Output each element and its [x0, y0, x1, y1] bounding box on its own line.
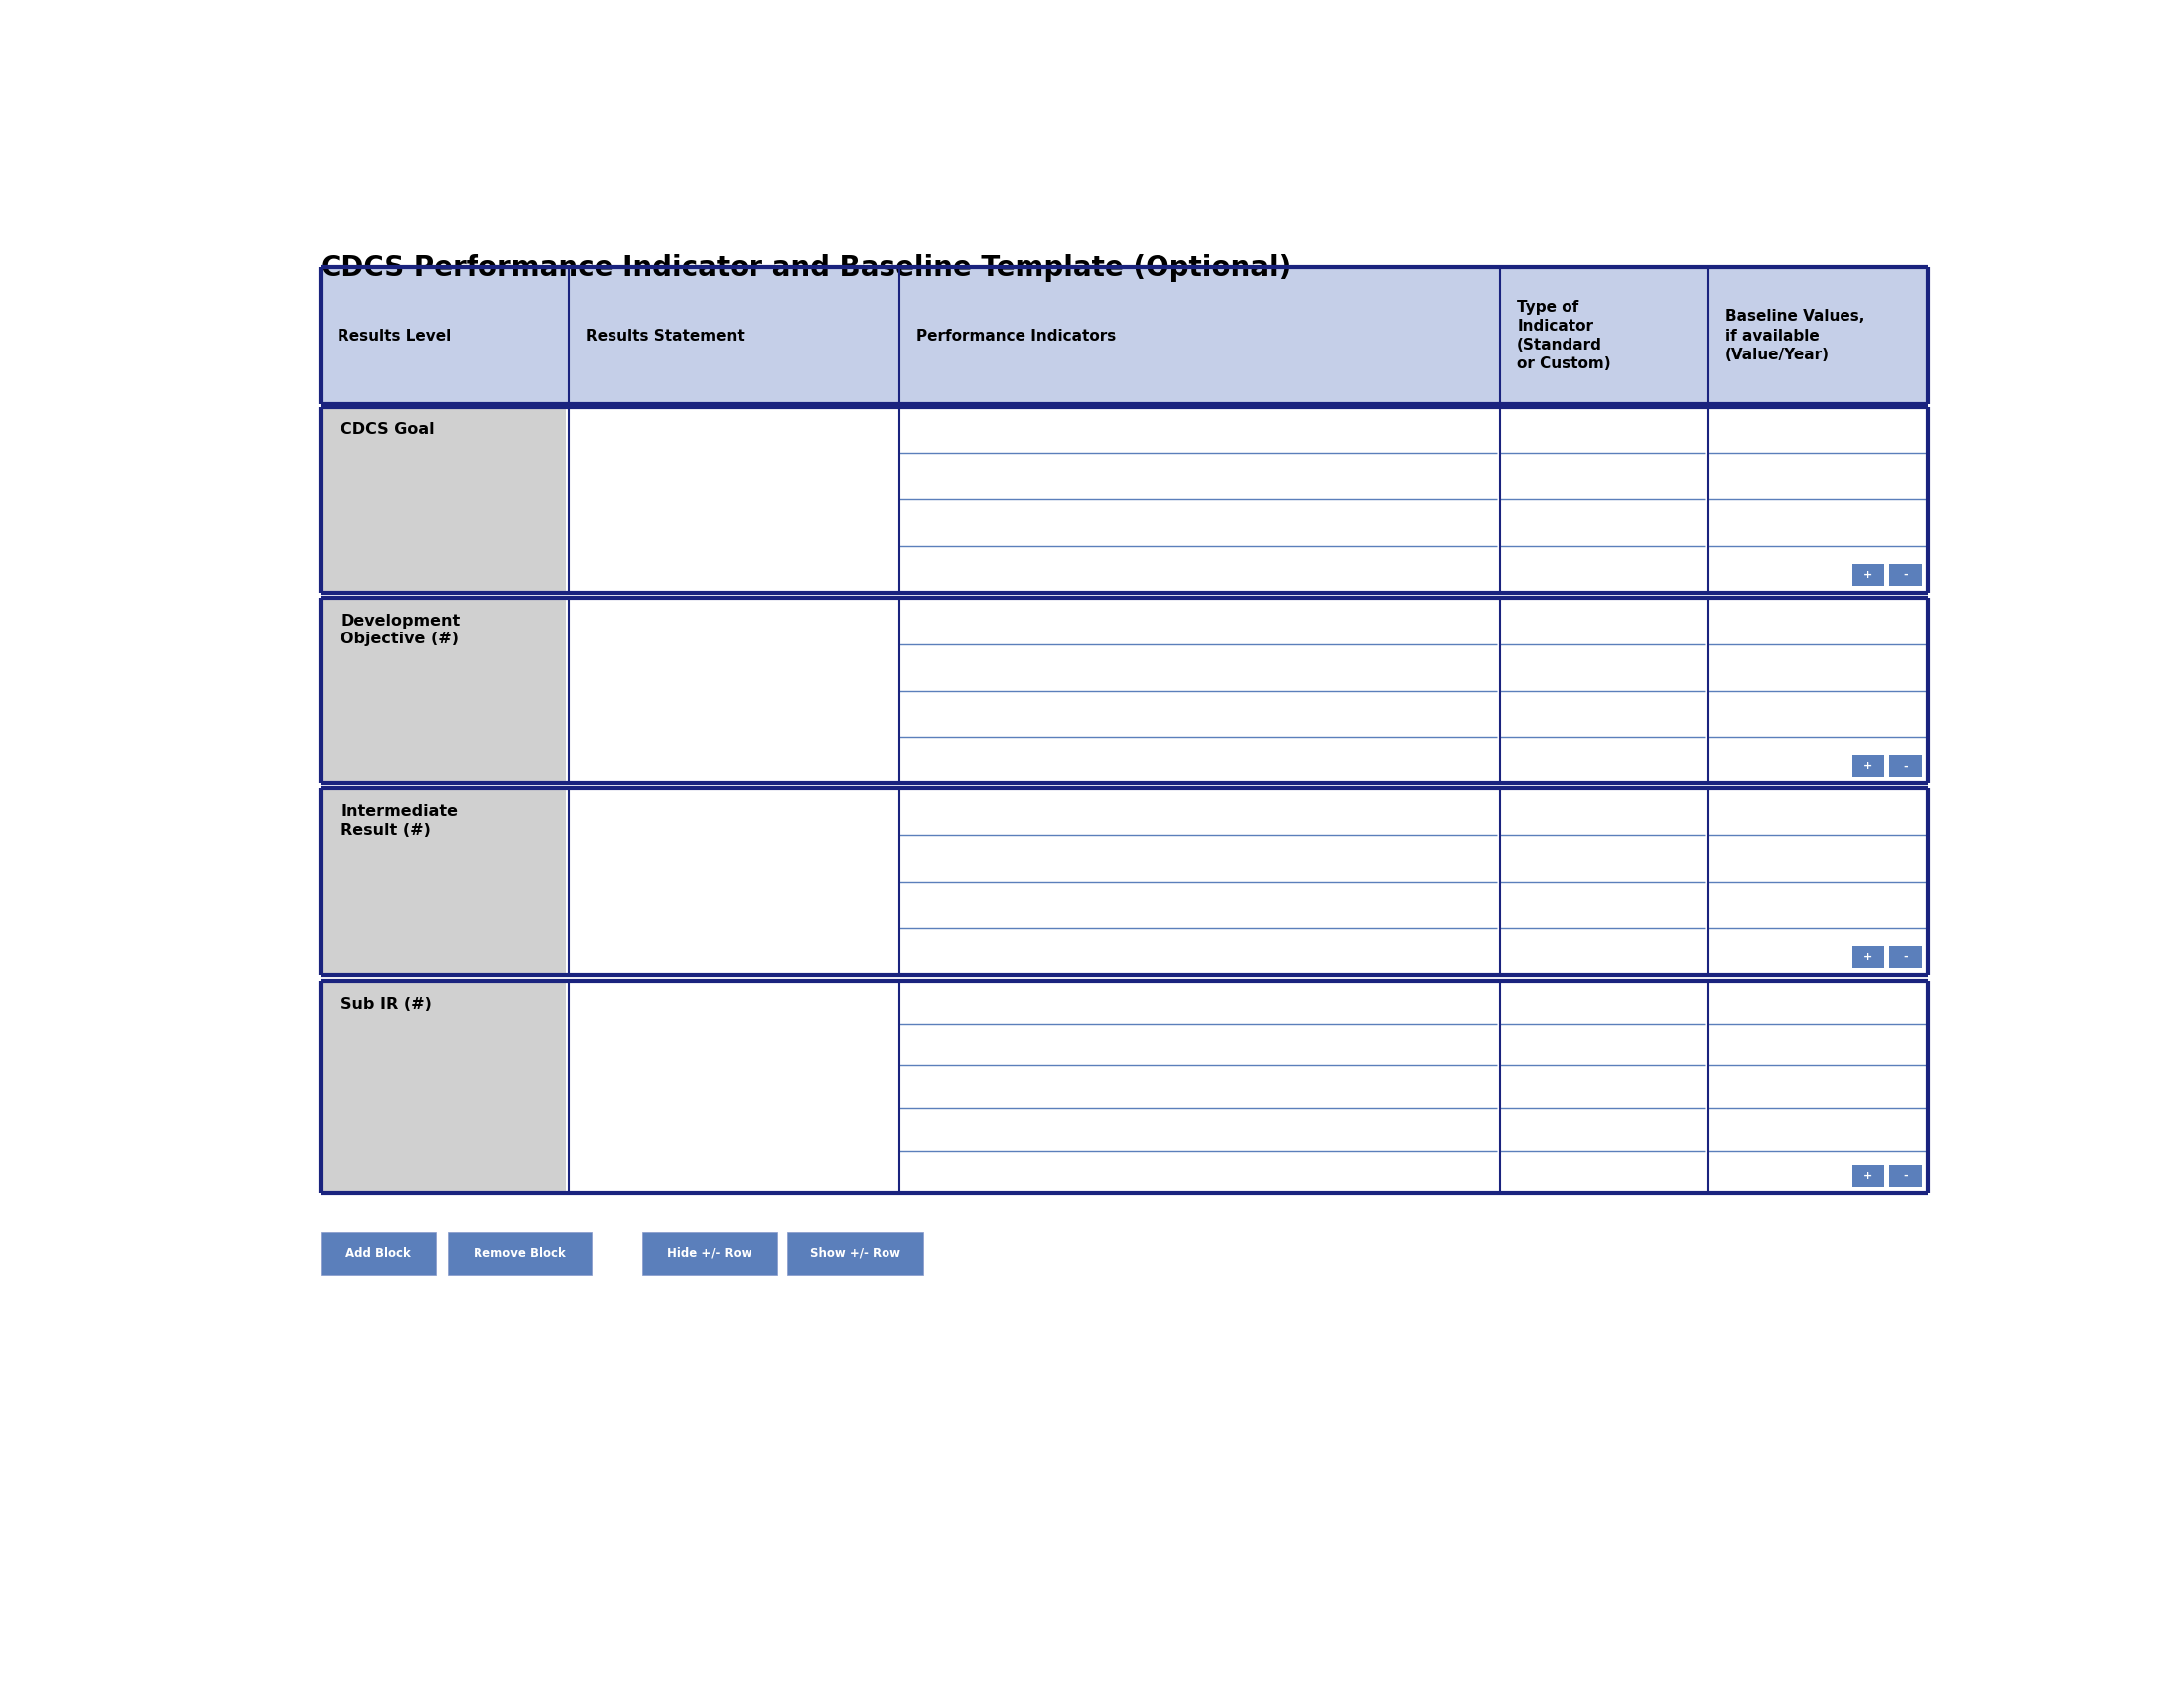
Text: -: -	[1902, 761, 1909, 771]
Text: Results Statement: Results Statement	[585, 329, 745, 343]
Bar	[642, 1232, 778, 1274]
Text: Hide +/- Row: Hide +/- Row	[668, 1247, 751, 1259]
Text: Performance Indicators: Performance Indicators	[917, 329, 1116, 343]
Bar	[1852, 755, 1885, 776]
Bar	[900, 407, 1496, 592]
Bar	[900, 981, 1496, 1193]
Bar	[1708, 598, 1928, 783]
Text: +: +	[1863, 952, 1874, 962]
Bar	[1500, 407, 1706, 592]
Bar	[1889, 755, 1922, 776]
Bar	[1852, 945, 1885, 969]
Bar	[1889, 564, 1922, 586]
Bar	[448, 1232, 592, 1274]
Bar	[1852, 1165, 1885, 1187]
Text: +: +	[1863, 761, 1874, 771]
Text: CDCS Performance Indicator and Baseline Template (Optional): CDCS Performance Indicator and Baseline …	[321, 255, 1291, 282]
Text: -: -	[1902, 1170, 1909, 1180]
Bar	[788, 1232, 924, 1274]
Bar	[1852, 564, 1885, 586]
Bar	[570, 981, 895, 1193]
Bar	[570, 598, 895, 783]
Bar	[321, 598, 566, 783]
Bar	[1708, 981, 1928, 1193]
Bar	[1500, 788, 1706, 974]
Bar	[1708, 788, 1928, 974]
Bar	[321, 788, 566, 974]
Bar	[321, 1232, 435, 1274]
Text: +: +	[1863, 1170, 1874, 1180]
Bar	[321, 981, 566, 1193]
Text: Show +/- Row: Show +/- Row	[810, 1247, 900, 1259]
Text: Remove Block: Remove Block	[474, 1247, 566, 1259]
Text: Development
Objective (#): Development Objective (#)	[341, 613, 461, 647]
Bar	[1500, 981, 1706, 1193]
Text: Type of
Indicator
(Standard
or Custom): Type of Indicator (Standard or Custom)	[1518, 300, 1612, 371]
Text: Baseline Values,
if available
(Value/Year): Baseline Values, if available (Value/Yea…	[1725, 309, 1865, 363]
Bar	[570, 407, 895, 592]
Bar	[1708, 407, 1928, 592]
Bar	[900, 788, 1496, 974]
Bar	[1500, 598, 1706, 783]
Text: Intermediate
Result (#): Intermediate Result (#)	[341, 805, 459, 837]
Bar	[1889, 1165, 1922, 1187]
Text: Sub IR (#): Sub IR (#)	[341, 996, 432, 1011]
Text: +: +	[1863, 571, 1874, 581]
Text: CDCS Goal: CDCS Goal	[341, 422, 435, 437]
Bar	[321, 407, 566, 592]
Text: -: -	[1902, 571, 1909, 581]
Bar	[570, 788, 895, 974]
Bar	[321, 268, 1928, 403]
Bar	[900, 598, 1496, 783]
Text: -: -	[1902, 952, 1909, 962]
Bar	[1889, 945, 1922, 969]
Text: Results Level: Results Level	[336, 329, 450, 343]
Text: Add Block: Add Block	[345, 1247, 411, 1259]
